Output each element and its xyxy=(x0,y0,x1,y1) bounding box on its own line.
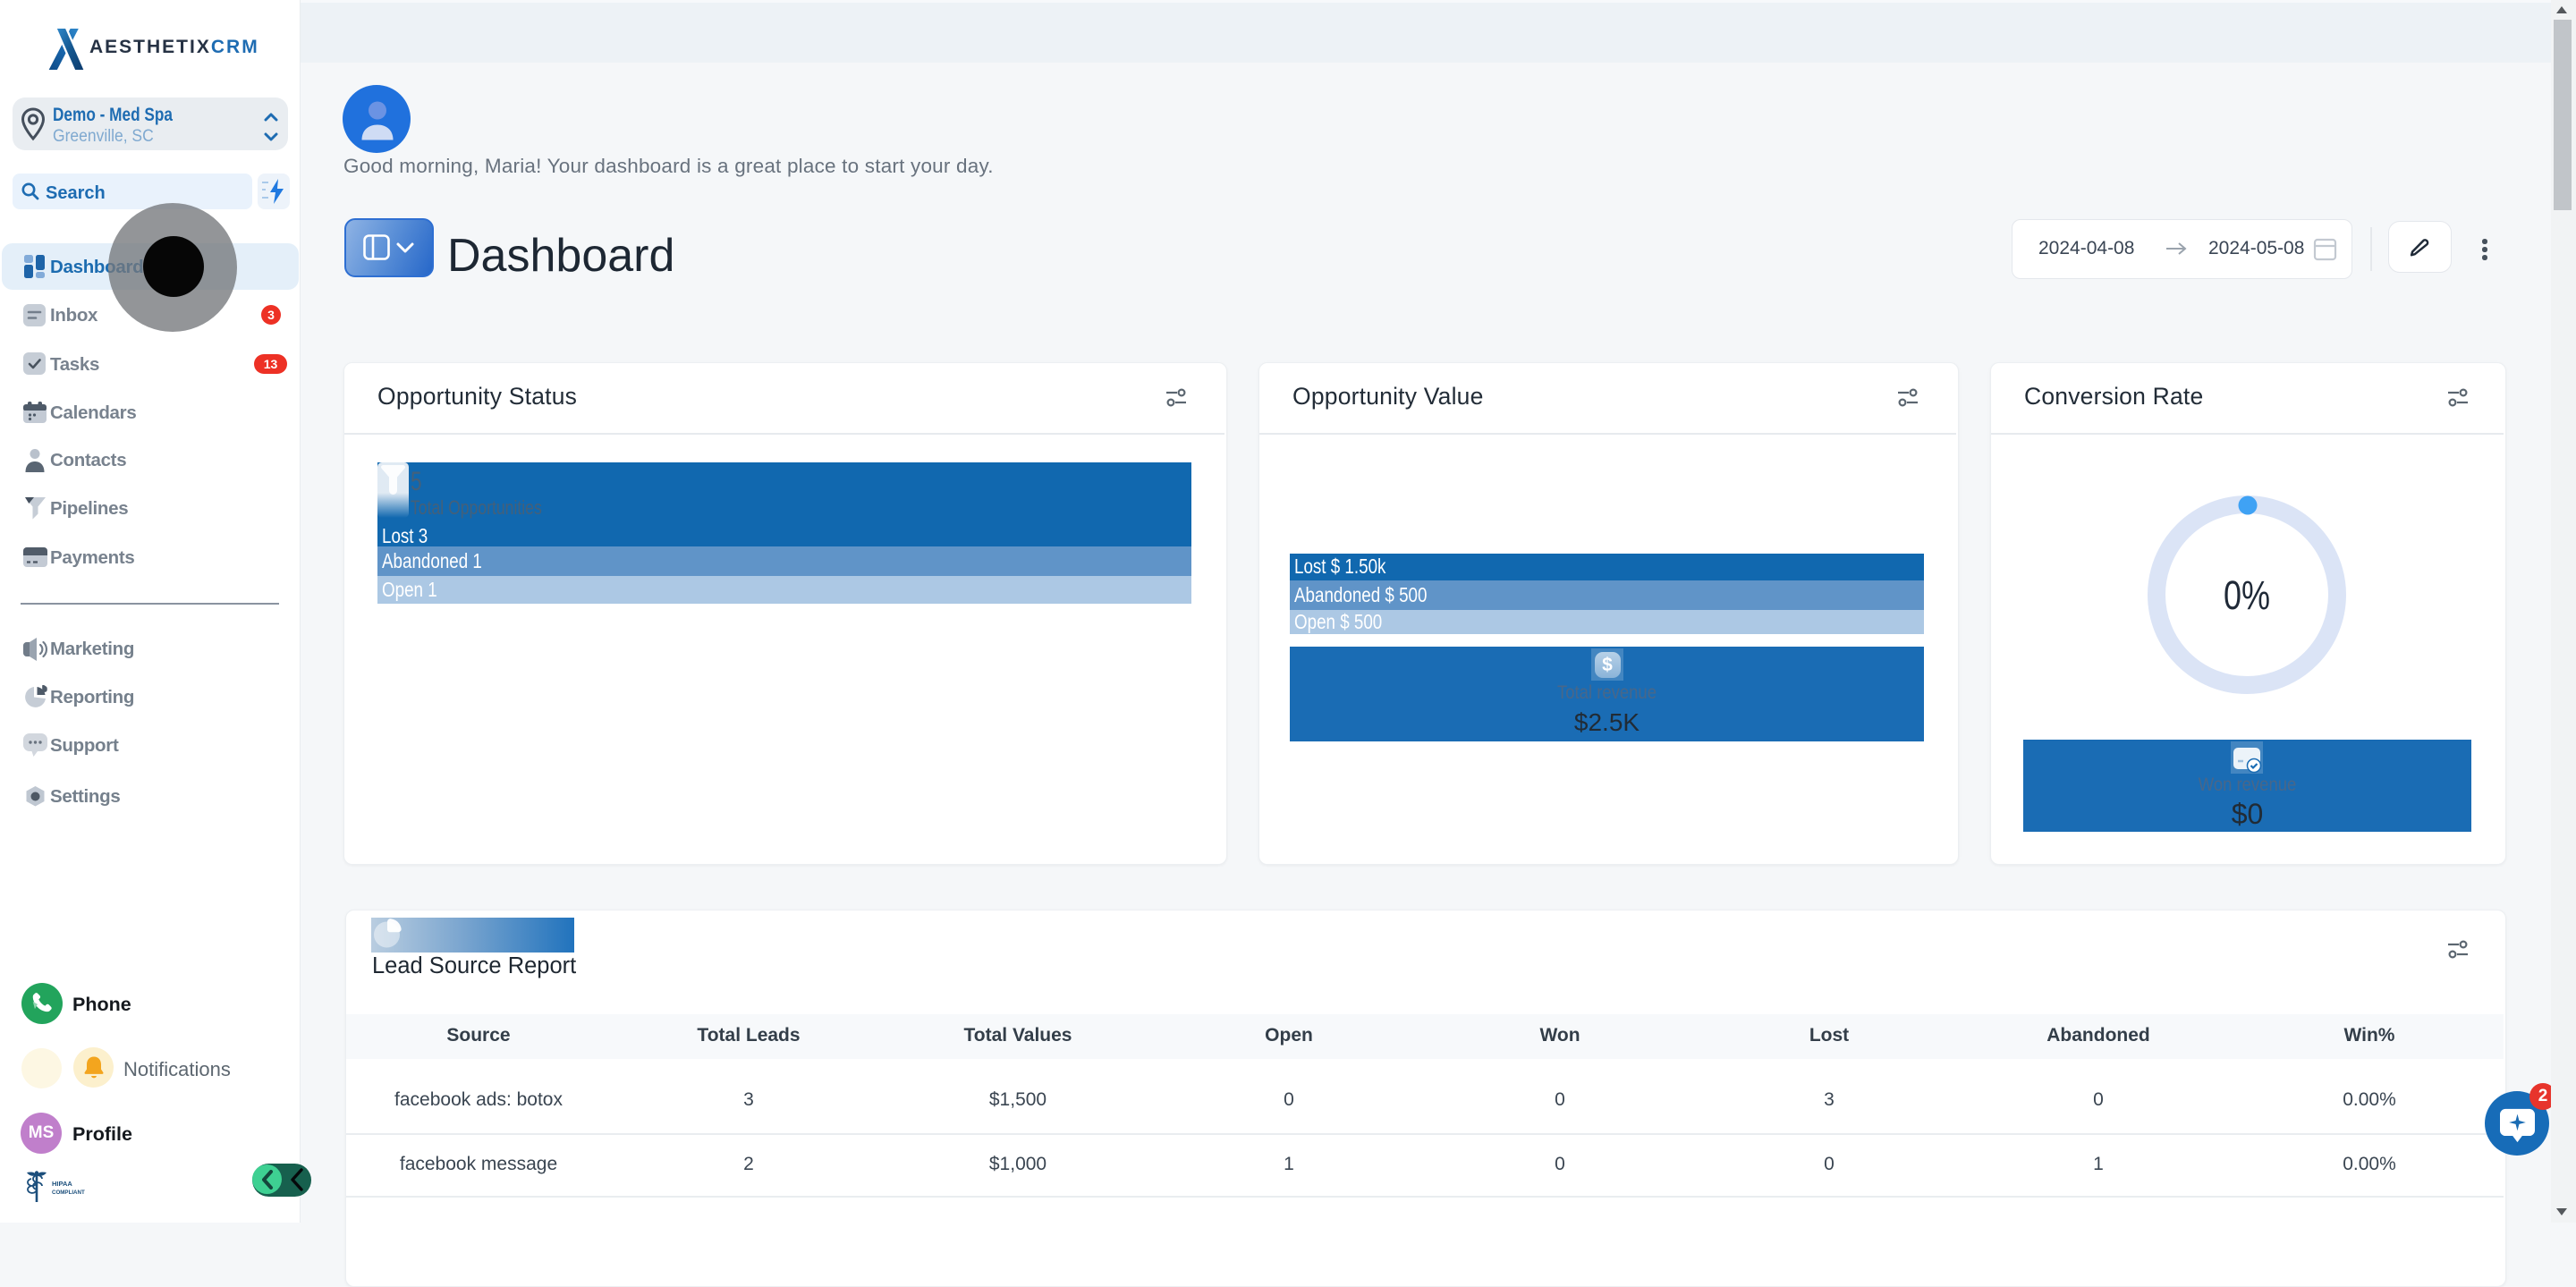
svg-text:COMPLIANT: COMPLIANT xyxy=(52,1190,85,1196)
svg-text:HIPAA: HIPAA xyxy=(52,1180,72,1188)
